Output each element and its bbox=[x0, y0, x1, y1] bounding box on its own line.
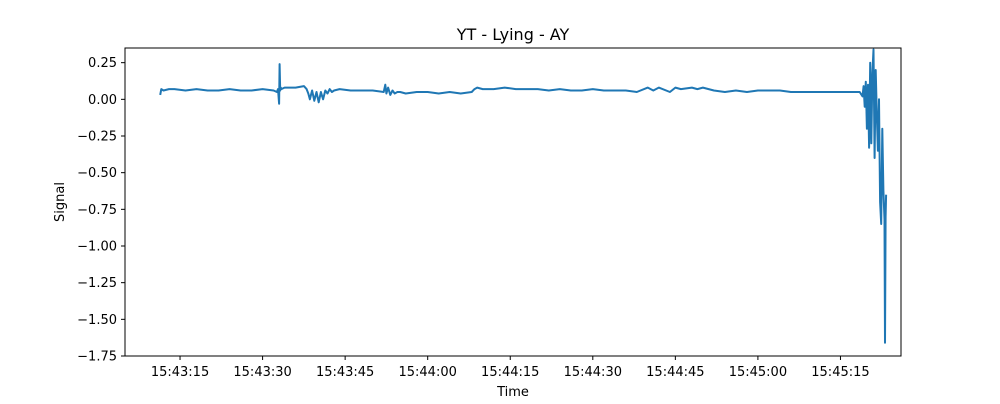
x-tick-label: 15:43:15 bbox=[151, 365, 209, 380]
y-tick-label: −1.25 bbox=[77, 276, 117, 291]
y-axis-label: Signal bbox=[53, 182, 68, 222]
y-tick-label: −1.50 bbox=[77, 313, 117, 328]
series-line-ay bbox=[159, 48, 888, 344]
x-tick-label: 15:44:45 bbox=[646, 365, 704, 380]
x-tick-label: 15:43:45 bbox=[316, 365, 374, 380]
y-tick-label: −0.75 bbox=[77, 203, 117, 218]
y-axis-ticks: 0.25 0.00 −0.25 −0.50 −0.75 −1.00 −1.25 −1.50 −1… bbox=[77, 56, 125, 365]
axes-frame bbox=[124, 47, 902, 357]
x-tick-label: 15:44:00 bbox=[398, 365, 456, 380]
x-axis-ticks: 15:43:15 15:43:30 15:43:45 15:44:00 15:44:15… bbox=[151, 356, 870, 380]
y-tick-label: −1.75 bbox=[77, 350, 117, 365]
x-tick-label: 15:45:15 bbox=[811, 365, 869, 380]
x-tick-label: 15:44:15 bbox=[481, 365, 539, 380]
y-tick-label: 0.00 bbox=[88, 93, 117, 108]
x-tick-label: 15:43:30 bbox=[233, 365, 291, 380]
y-tick-label: −0.50 bbox=[77, 166, 117, 181]
x-tick-label: 15:45:00 bbox=[729, 365, 787, 380]
y-tick-label: −0.25 bbox=[77, 130, 117, 145]
plot-area bbox=[124, 47, 902, 357]
x-axis-label: Time bbox=[496, 385, 529, 400]
chart-title: YT - Lying - AY bbox=[456, 25, 570, 44]
y-tick-label: −1.00 bbox=[77, 240, 117, 255]
y-tick-label: 0.25 bbox=[88, 56, 117, 71]
x-tick-label: 15:44:30 bbox=[564, 365, 622, 380]
